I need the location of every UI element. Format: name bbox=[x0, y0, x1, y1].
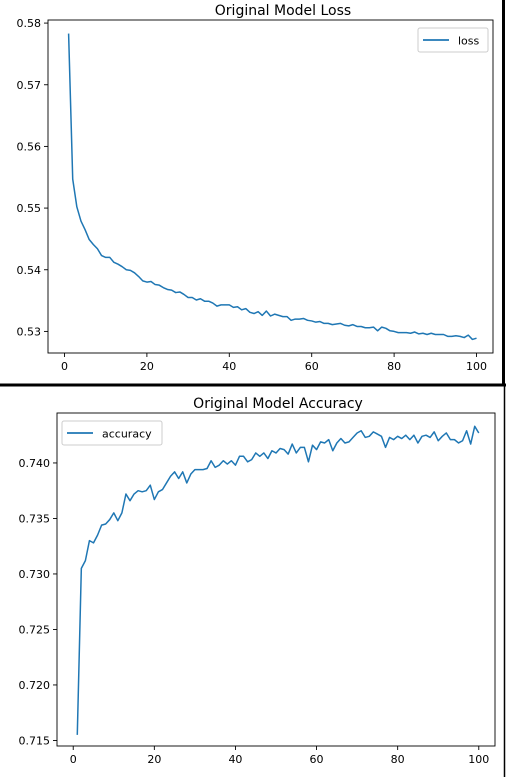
x-tick-label: 0 bbox=[61, 360, 68, 373]
y-tick-label: 0.720 bbox=[19, 679, 51, 692]
x-tick-label: 40 bbox=[222, 360, 236, 373]
legend: loss bbox=[417, 27, 489, 53]
y-tick-label: 0.740 bbox=[19, 457, 51, 470]
x-tick-label: 80 bbox=[387, 360, 401, 373]
x-tick-label: 0 bbox=[70, 753, 77, 766]
chart-title: Original Model Loss bbox=[215, 3, 351, 19]
y-tick-label: 0.735 bbox=[19, 512, 51, 525]
y-tick-label: 0.725 bbox=[19, 623, 51, 636]
plot-area: 0 20 40 60 80 100 0.53 0.54 0.55 0.56 0.57 0.58 bbox=[17, 17, 494, 373]
y-tick-label: 0.53 bbox=[17, 325, 42, 338]
accuracy-chart: Original Model Accuracy 0 20 40 60 80 100 0.71… bbox=[19, 396, 496, 766]
legend-label-accuracy: accuracy bbox=[102, 428, 152, 441]
axes-frame bbox=[47, 19, 494, 354]
axes-frame bbox=[56, 412, 496, 747]
loss-chart: Original Model Loss 0 20 40 60 80 100 0.53 0.54… bbox=[17, 3, 494, 373]
y-tick-label: 0.715 bbox=[19, 734, 51, 747]
y-tick-label: 0.56 bbox=[17, 140, 42, 153]
x-tick-label: 20 bbox=[140, 360, 154, 373]
plot-area: 0 20 40 60 80 100 0.715 0.720 0.725 0.730 0.735 0.7… bbox=[19, 412, 496, 766]
legend-frame bbox=[417, 27, 489, 53]
series-line-loss bbox=[67, 33, 477, 341]
x-tick-label: 40 bbox=[228, 753, 242, 766]
legend-label-loss: loss bbox=[458, 35, 480, 48]
y-tick-label: 0.730 bbox=[19, 568, 51, 581]
x-tick-label: 80 bbox=[391, 753, 405, 766]
x-tick-label: 60 bbox=[310, 753, 324, 766]
y-tick-label: 0.54 bbox=[17, 264, 42, 277]
x-tick-label: 100 bbox=[466, 360, 487, 373]
chart-title: Original Model Accuracy bbox=[193, 396, 363, 412]
legend: accuracy bbox=[61, 420, 163, 446]
x-tick-label: 60 bbox=[305, 360, 319, 373]
y-tick-label: 0.57 bbox=[17, 79, 42, 92]
x-tick-label: 20 bbox=[147, 753, 161, 766]
y-tick-label: 0.55 bbox=[17, 202, 42, 215]
series-line-accuracy bbox=[76, 425, 480, 735]
legend-frame bbox=[61, 420, 163, 446]
x-tick-label: 100 bbox=[468, 753, 489, 766]
y-tick-label: 0.58 bbox=[17, 17, 42, 30]
